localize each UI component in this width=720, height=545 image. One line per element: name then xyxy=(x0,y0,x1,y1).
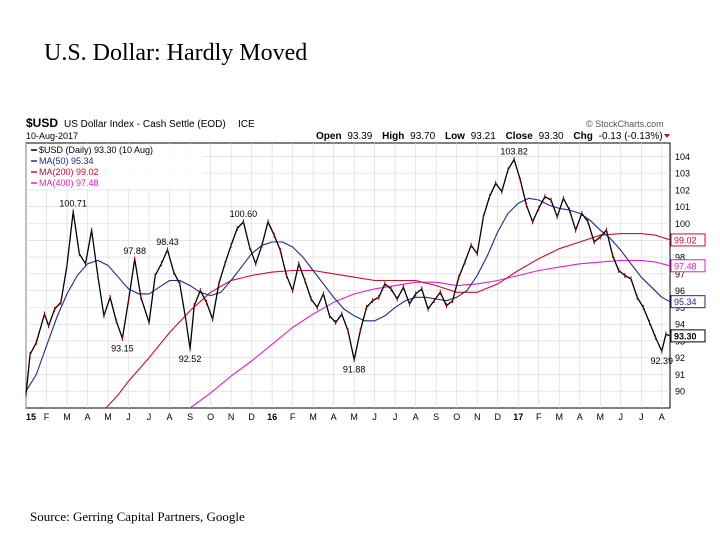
x-tick-label: M xyxy=(350,412,358,422)
x-tick-label: J xyxy=(619,412,624,422)
x-tick-label: M xyxy=(309,412,317,422)
legend-item-ma50: MA(50) 95.34 xyxy=(39,156,94,166)
x-tick-label: J xyxy=(393,412,398,422)
chart-name: US Dollar Index - Cash Settle (EOD) xyxy=(64,119,226,130)
y-tick-label: 104 xyxy=(675,152,690,162)
close-label: Close xyxy=(506,131,534,142)
legend: $USD (Daily) 93.30 (10 Aug) MA(50) 95.34… xyxy=(28,145,204,189)
x-tick-label: 15 xyxy=(26,412,36,422)
x-tick-label: J xyxy=(639,412,644,422)
right-value-text: 93.30 xyxy=(674,331,697,341)
source-note: Source: Gerring Capital Partners, Google xyxy=(30,509,245,524)
right-value-text: 99.02 xyxy=(674,235,697,245)
low-label: Low xyxy=(445,131,465,142)
y-tick-label: 92 xyxy=(675,353,685,363)
low-value: 93.21 xyxy=(471,131,496,142)
x-tick-label: N xyxy=(474,412,481,422)
x-tick-label: S xyxy=(433,412,439,422)
y-tick-label: 90 xyxy=(675,387,685,397)
price-annotation: 92.39 xyxy=(651,356,674,366)
x-tick-label: J xyxy=(147,412,152,422)
x-tick-label: A xyxy=(577,412,583,422)
series-line-ma-200 xyxy=(105,233,671,409)
right-value-box xyxy=(670,259,706,273)
legend-item-price: $USD (Daily) 93.30 (10 Aug) xyxy=(39,145,153,155)
grid-layer xyxy=(25,143,670,408)
high-label: High xyxy=(382,131,404,142)
right-value-text: 95.34 xyxy=(674,297,697,307)
x-tick-label: O xyxy=(207,412,214,422)
x-tick-label: O xyxy=(453,412,460,422)
y-tick-label: 102 xyxy=(675,185,690,195)
price-annotation: 91.88 xyxy=(343,365,366,375)
right-value-label: 95.34 xyxy=(670,295,706,309)
ohlc-readout: Open 93.39 High 93.70 Low 93.21 Close 93… xyxy=(316,131,663,142)
x-tick-label: 17 xyxy=(513,412,523,422)
axis-layer: 9091929394959697989910010110210310415FMA… xyxy=(26,152,706,422)
series-layer xyxy=(25,156,671,409)
branding-text: © StockCharts.com xyxy=(586,119,664,129)
x-tick-label: D xyxy=(248,412,255,422)
x-tick-label: M xyxy=(597,412,605,422)
x-tick-label: M xyxy=(555,412,563,422)
open-label: Open xyxy=(316,131,342,142)
right-value-box xyxy=(670,329,706,343)
down-arrow-icon xyxy=(664,134,670,138)
x-tick-label: A xyxy=(659,412,665,422)
x-tick-label: 16 xyxy=(267,412,277,422)
series-line-ma-50 xyxy=(25,197,671,392)
close-value: 93.30 xyxy=(539,131,564,142)
series-line-ma-400 xyxy=(189,259,671,409)
x-tick-label: M xyxy=(104,412,112,422)
y-tick-label: 96 xyxy=(675,286,685,296)
chart-exchange: ICE xyxy=(238,119,255,130)
chart-symbol: $USD xyxy=(26,116,58,130)
x-tick-label: F xyxy=(290,412,296,422)
right-value-box xyxy=(670,295,706,309)
price-annotation: 92.52 xyxy=(179,354,202,364)
legend-box xyxy=(28,145,204,189)
right-value-box xyxy=(670,233,706,247)
legend-item-ma400: MA(400) 97.48 xyxy=(39,178,99,188)
x-tick-label: J xyxy=(372,412,377,422)
x-tick-label: A xyxy=(413,412,419,422)
price-annotation: 93.15 xyxy=(111,343,134,353)
slide-title: U.S. Dollar: Hardly Moved xyxy=(44,40,308,66)
x-tick-label: N xyxy=(228,412,235,422)
legend-item-ma200: MA(200) 99.02 xyxy=(39,167,99,177)
x-tick-label: J xyxy=(126,412,131,422)
x-tick-label: S xyxy=(187,412,193,422)
chg-value: -0.13 (-0.13%) xyxy=(599,131,663,142)
y-tick-label: 91 xyxy=(675,370,685,380)
x-tick-label: F xyxy=(44,412,50,422)
right-value-label: 99.02 xyxy=(670,233,706,247)
price-annotation: 97.88 xyxy=(123,246,146,256)
y-tick-label: 98 xyxy=(675,253,685,263)
x-tick-label: D xyxy=(494,412,501,422)
y-tick-label: 100 xyxy=(675,219,690,229)
x-tick-label: F xyxy=(536,412,542,422)
y-tick-label: 101 xyxy=(675,202,690,212)
x-tick-label: A xyxy=(167,412,173,422)
right-value-label: 97.48 xyxy=(670,259,706,273)
open-value: 93.39 xyxy=(347,131,372,142)
y-tick-label: 94 xyxy=(675,320,685,330)
x-tick-label: A xyxy=(331,412,337,422)
price-annotation: 98.43 xyxy=(156,237,179,247)
x-tick-label: A xyxy=(85,412,91,422)
price-annotation: 103.82 xyxy=(500,146,528,156)
high-value: 93.70 xyxy=(410,131,435,142)
y-tick-label: 103 xyxy=(675,169,690,179)
right-value-text: 97.48 xyxy=(674,261,697,271)
price-annotation: 100.71 xyxy=(59,199,87,209)
price-annotation: 100.60 xyxy=(230,209,258,219)
annotation-layer: 100.71 93.15 97.88 98.43 92.52 100.60 91.88 103… xyxy=(59,146,673,374)
chg-label: Chg xyxy=(573,131,592,142)
chart-date: 10-Aug-2017 xyxy=(26,131,78,141)
y-tick-label: 97 xyxy=(675,269,685,279)
right-value-label: 93.30 xyxy=(670,329,706,343)
x-tick-label: M xyxy=(63,412,71,422)
